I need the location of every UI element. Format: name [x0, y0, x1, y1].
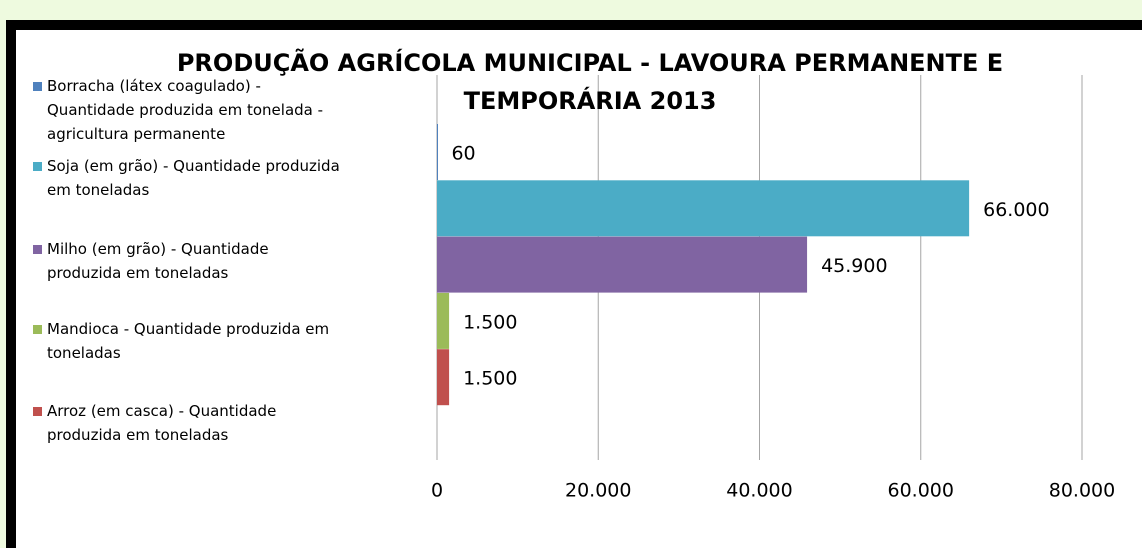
x-tick-label: 20.000 [565, 480, 631, 502]
legend-label: Arroz (em casca) - Quantidade produzida … [47, 402, 277, 444]
bar [437, 236, 808, 293]
legend-label: Mandioca - Quantidade produzida em tonel… [47, 320, 330, 362]
legend-swatch [33, 325, 42, 334]
data-label: 66.000 [983, 199, 1049, 221]
x-tick-label: 80.000 [1049, 480, 1115, 502]
x-tick-label: 0 [431, 480, 443, 502]
data-label: 45.900 [821, 255, 887, 277]
legend-label: Milho (em grão) - Quantidade produzida e… [47, 240, 269, 282]
legend-label: Soja (em grão) - Quantidade produzida em… [47, 157, 340, 199]
bar [437, 124, 438, 180]
legend-swatch [33, 82, 42, 91]
x-tick-label: 40.000 [726, 480, 792, 502]
bar [437, 349, 450, 406]
legend-label: Borracha (látex coagulado) - Quantidade … [47, 77, 324, 143]
bar [437, 180, 970, 237]
chart-title: PRODUÇÃO AGRÍCOLA MUNICIPAL - LAVOURA PE… [176, 49, 1004, 115]
legend-swatch [33, 162, 42, 171]
data-label: 60 [451, 143, 475, 165]
x-tick-label: 60.000 [888, 480, 954, 502]
data-label: 1.500 [463, 368, 517, 390]
legend-swatch [33, 245, 42, 254]
bar [437, 292, 450, 349]
data-label: 1.500 [463, 311, 517, 333]
legend-swatch [33, 407, 42, 416]
